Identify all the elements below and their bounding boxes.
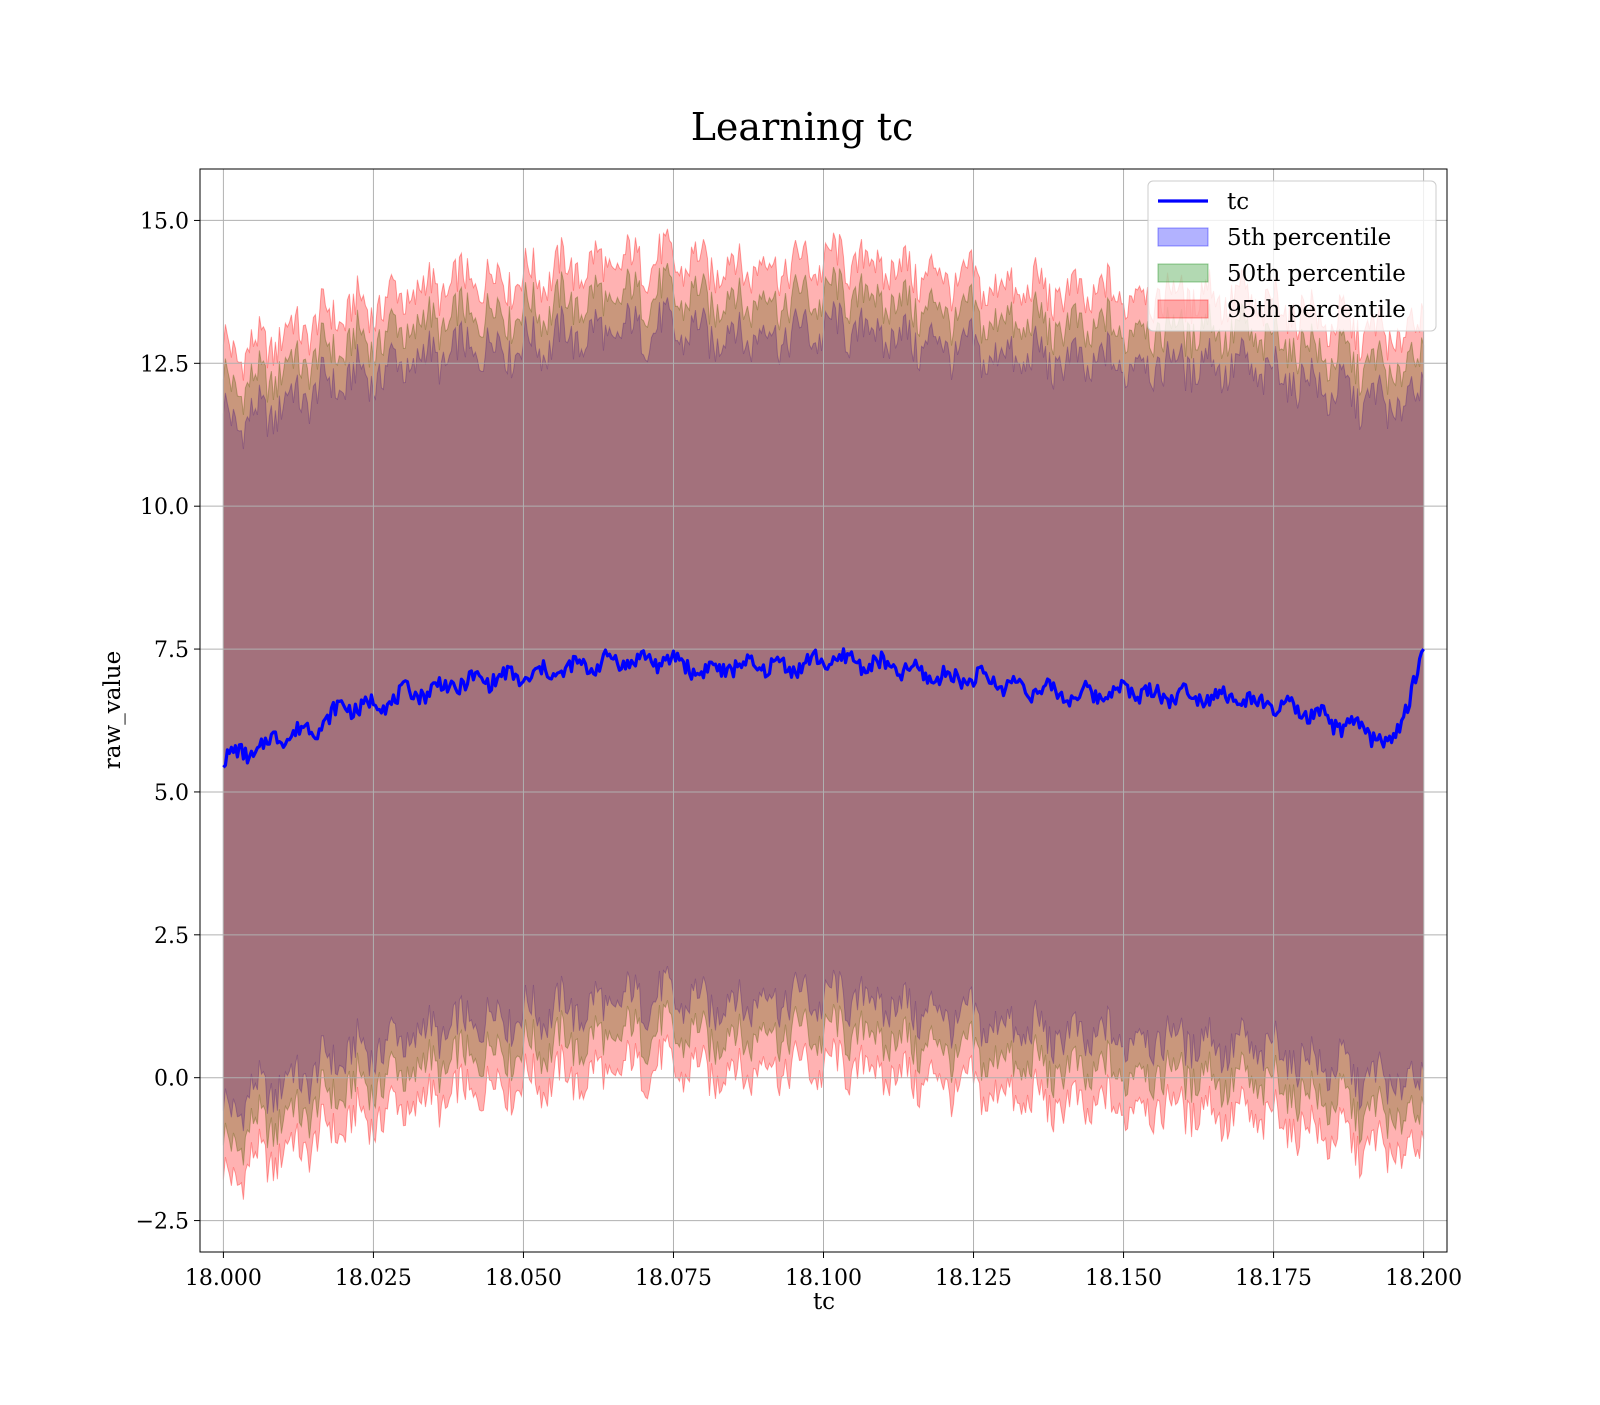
x-tick-label: 18.100 [785,1266,862,1291]
x-tick-label: 18.175 [1235,1266,1312,1291]
y-tick-label: 5.0 [154,781,189,806]
legend-label: tc [1227,189,1249,215]
x-tick-label: 18.125 [935,1266,1012,1291]
legend-swatch-95th-percentile [1157,299,1209,319]
legend-box [1147,180,1437,332]
y-tick-label: 10.0 [140,495,189,520]
y-tick-label: 2.5 [154,924,189,949]
legend-swatch-5th-percentile [1157,227,1209,247]
y-tick-label: 0.0 [154,1067,189,1092]
y-tick-label: 7.5 [154,638,189,663]
x-tick-label: 18.025 [335,1266,412,1291]
legend-label: 95th percentile [1227,297,1406,323]
grid-lines [200,169,1447,1252]
legend: tc 5th percentile 50th percentile 95th perc… [1147,180,1437,332]
series-line-tc [222,647,1425,769]
x-axis-ticks: 18.000 18.025 18.050 18.075 18.100 18.125 18.1… [185,1252,1462,1291]
y-tick-label: −2.5 [136,1210,189,1235]
legend-swatch-50th-percentile [1157,263,1209,283]
y-axis-ticks: −2.5 0.0 2.5 5.0 7.5 10.0 12.5 15.0 [136,209,200,1235]
y-tick-label: 15.0 [140,209,189,234]
y-tick-label: 12.5 [140,352,189,377]
x-tick-label: 18.050 [485,1266,562,1291]
series-lines [222,647,1425,769]
legend-label: 50th percentile [1227,261,1406,287]
legend-label: 5th percentile [1227,225,1391,251]
y-axis-label: raw_value [100,651,126,769]
x-tick-label: 18.200 [1385,1266,1462,1291]
plot-area: 18.000 18.025 18.050 18.075 18.100 18.125 18.1… [136,168,1462,1291]
chart-title: Learning tc [691,105,914,149]
x-tick-label: 18.000 [185,1266,262,1291]
x-tick-label: 18.150 [1085,1266,1162,1291]
legend-items: tc 5th percentile 50th percentile 95th perc… [1157,189,1406,323]
x-tick-label: 18.075 [635,1266,712,1291]
x-axis-label: tc [813,1289,835,1315]
